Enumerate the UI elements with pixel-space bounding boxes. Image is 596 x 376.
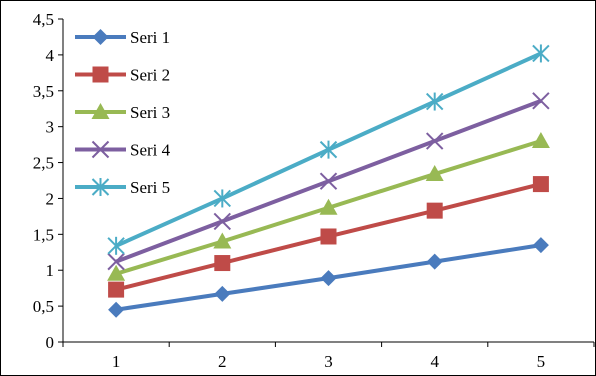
legend-marker [91,178,110,196]
series-4 [107,92,550,271]
y-tick-label: 3,5 [33,82,54,101]
data-point [425,132,444,150]
data-point [108,281,125,298]
legend-entry: Seri 2 [75,66,170,85]
data-point [425,92,444,111]
legend-entry: Seri 5 [75,178,170,197]
series-3 [107,132,550,281]
data-point [107,236,125,255]
legend-entry: Seri 1 [75,28,170,47]
legend-label: Seri 5 [130,178,170,197]
legend-label: Seri 1 [130,28,170,47]
y-tick-label: 2,5 [33,154,54,173]
data-point [213,212,232,231]
data-point [320,228,337,245]
x-tick-label: 2 [218,352,227,371]
legend-entry: Seri 3 [75,103,170,122]
legend-marker [92,29,109,45]
data-point [532,44,550,63]
data-point [107,264,126,281]
axes: 0 0,5 1 1,5 2 2,5 3 3,5 4 4,5 1 2 3 4 5 [33,10,595,371]
data-point [320,270,337,287]
legend-label: Seri 2 [130,66,170,85]
legend-marker [92,66,109,83]
x-tick-label: 3 [324,352,333,371]
data-point-stroke [107,252,125,271]
data-point [426,253,443,270]
data-point [531,132,550,149]
data-point-stroke [425,132,444,150]
data-point [319,140,338,159]
data-point [319,172,338,190]
y-tick-label: 1 [46,261,55,280]
legend-entry: Seri 4 [75,141,171,160]
x-tick-label: 1 [112,352,121,371]
series-1 [108,237,549,318]
y-tick-label: 2 [46,189,55,208]
data-point [108,301,125,318]
data-point [107,252,125,271]
legend-marker-stroke [91,140,110,159]
x-tick-label: 5 [537,352,546,371]
data-point [425,165,444,182]
series-lines [107,44,550,318]
series-2 [108,176,549,298]
legend-label: Seri 4 [130,141,171,160]
data-point [213,189,232,208]
legend-label: Seri 3 [130,103,170,122]
data-point [213,232,232,249]
y-tick-label: 1,5 [33,225,54,244]
data-point [532,237,549,254]
y-tick-label: 0,5 [33,297,54,316]
data-point [214,255,231,272]
data-point [319,198,338,215]
data-point [214,285,231,302]
x-tick-label: 4 [430,352,439,371]
y-tick-label: 4,5 [33,10,54,29]
series-5 [107,44,550,255]
data-point-stroke [532,92,550,110]
data-point-stroke [319,172,338,190]
legend-marker [91,103,110,119]
y-tick-label: 4 [46,46,55,65]
data-point [532,176,549,193]
data-point-stroke [213,212,232,231]
legend-marker [91,140,110,159]
y-tick-label: 3 [46,118,55,137]
data-point [426,202,443,219]
y-tick-label: 0 [46,333,55,352]
legend: Seri 1 Seri 2 Seri 3 Seri 4 Seri 5 [75,28,171,197]
data-point [532,92,550,110]
